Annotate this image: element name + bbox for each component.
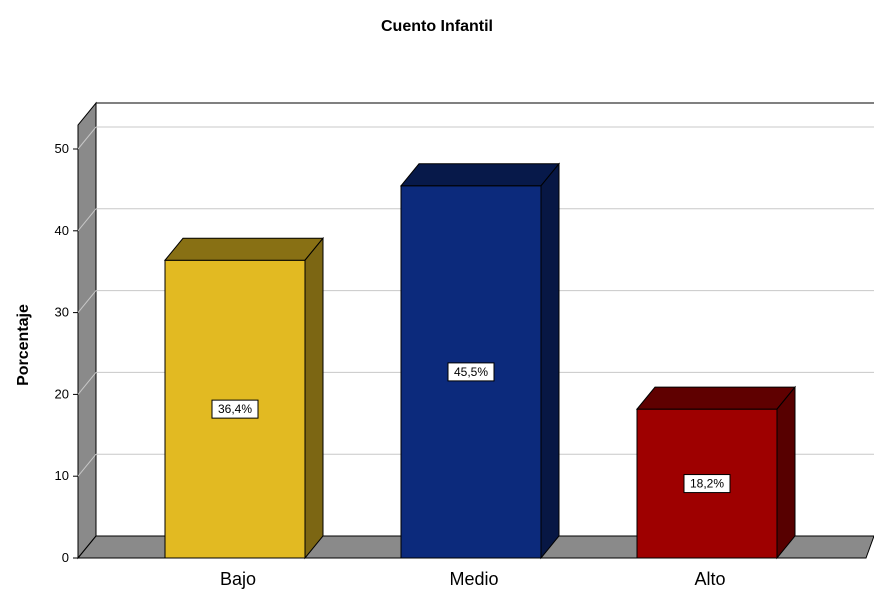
gridline-wall: [77, 372, 97, 395]
y-tick-label: 20: [55, 386, 69, 401]
bar-bajo: 36,4%: [163, 236, 325, 560]
data-label-box: [211, 399, 259, 419]
x-category-label: Medio: [449, 569, 498, 589]
y-tick-label: 0: [62, 550, 69, 565]
y-tick-label: 40: [55, 223, 69, 238]
data-label-box: [447, 362, 495, 382]
x-category-label: Bajo: [220, 569, 256, 589]
bar-alto: 18,2%: [635, 385, 797, 560]
gridline-wall: [77, 453, 97, 477]
y-axis-ticks: 0 10 20 30 40 50: [55, 141, 78, 565]
gridline-wall: [77, 208, 97, 232]
left-wall: [77, 101, 97, 560]
bar-top: [163, 237, 325, 261]
bar-top: [635, 386, 797, 410]
gridline-wall: [77, 126, 97, 150]
data-label: 45,5%: [454, 365, 488, 379]
bar-top: [399, 163, 561, 187]
data-label: 36,4%: [218, 402, 252, 416]
y-tick-label: 30: [55, 305, 69, 320]
bar-side: [776, 385, 796, 560]
data-label-box: [683, 474, 731, 494]
x-category-label: Alto: [694, 569, 725, 589]
y-tick-label: 50: [55, 141, 69, 156]
bars: 36,4% 45,5% 18,2%: [163, 162, 797, 560]
bar-side: [540, 162, 560, 560]
data-label: 18,2%: [690, 477, 724, 491]
chart-title: Cuento Infantil: [381, 18, 493, 35]
bar-side: [304, 236, 324, 560]
bar-medio: 45,5%: [399, 162, 561, 560]
y-tick-label: 10: [55, 468, 69, 483]
x-axis-labels: Bajo Medio Alto: [220, 569, 726, 589]
gridline-wall: [77, 290, 97, 313]
